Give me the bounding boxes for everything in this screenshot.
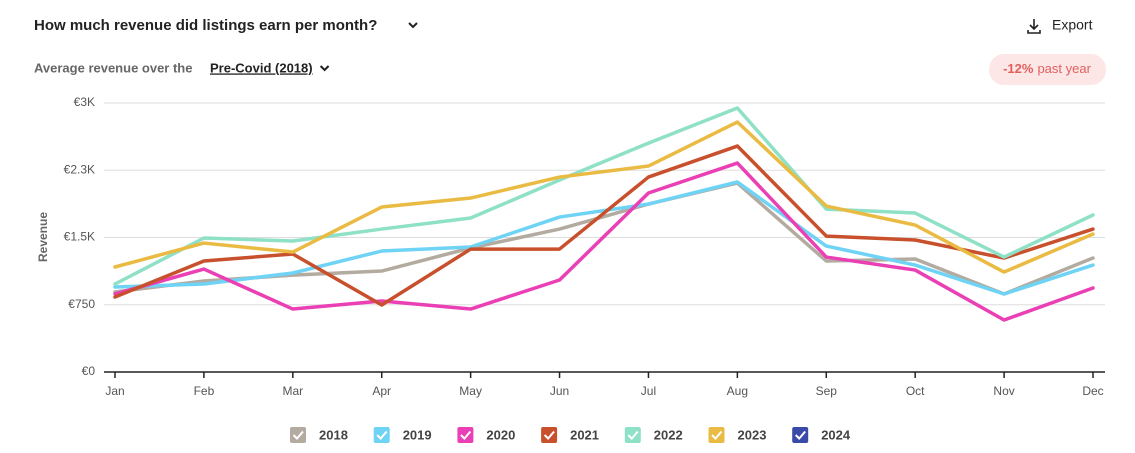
x-tick-label: May bbox=[459, 384, 482, 398]
legend-item[interactable]: 2019 bbox=[373, 427, 432, 443]
baseline-dropdown[interactable] bbox=[319, 65, 330, 72]
x-tick-label: Jul bbox=[641, 384, 656, 398]
x-tick-label: Oct bbox=[906, 384, 925, 398]
legend-checkbox bbox=[457, 427, 474, 443]
subtitle: Average revenue over the bbox=[34, 60, 192, 75]
legend-checkbox bbox=[792, 427, 809, 443]
x-tick-label: Sep bbox=[816, 384, 838, 398]
legend-checkbox bbox=[624, 427, 641, 443]
y-tick-label: €3K bbox=[74, 95, 95, 109]
legend-checkbox bbox=[541, 427, 558, 443]
change-period: past year bbox=[1037, 61, 1091, 76]
legend-item[interactable]: 2020 bbox=[457, 427, 515, 443]
x-tick-label: Mar bbox=[282, 384, 303, 398]
y-tick-label: €2.3K bbox=[64, 162, 95, 176]
y-tick-label: €750 bbox=[68, 297, 95, 311]
change-text: -12% past year bbox=[1003, 61, 1092, 76]
legend-item[interactable]: 2022 bbox=[624, 427, 683, 443]
series-line bbox=[113, 106, 1095, 286]
x-tick-label: Aug bbox=[727, 384, 748, 398]
x-tick-label: Dec bbox=[1082, 384, 1103, 398]
chart-title: How much revenue did listings earn per m… bbox=[34, 17, 377, 34]
x-tick-label: Feb bbox=[194, 384, 215, 398]
y-tick-label: €1.5K bbox=[64, 230, 95, 244]
export-button[interactable]: Export bbox=[1027, 17, 1093, 34]
y-tick-label: €0 bbox=[82, 364, 96, 378]
legend-check bbox=[794, 430, 806, 440]
x-tick-label: Apr bbox=[372, 384, 391, 398]
legend-label: 2021 bbox=[570, 427, 599, 442]
legend-label: 2022 bbox=[654, 427, 683, 442]
change-value: -12% bbox=[1003, 61, 1034, 76]
legend-label: 2018 bbox=[319, 427, 348, 442]
y-axis-label: Revenue bbox=[36, 212, 50, 262]
legend-check bbox=[711, 430, 723, 440]
legend-check bbox=[376, 430, 388, 440]
x-tick-label: Jan bbox=[105, 384, 124, 398]
series-line bbox=[113, 144, 1095, 307]
x-tick-label: Jun bbox=[550, 384, 569, 398]
series-line bbox=[113, 120, 1095, 274]
change-pill bbox=[989, 54, 1106, 85]
legend-label: 2023 bbox=[738, 427, 767, 442]
series-line bbox=[113, 180, 1095, 296]
legend-item[interactable]: 2018 bbox=[290, 427, 348, 443]
baseline-selector[interactable]: Pre-Covid (2018) bbox=[210, 60, 313, 75]
legend-label: 2020 bbox=[486, 427, 515, 442]
legend-check bbox=[543, 430, 555, 440]
legend-check bbox=[627, 430, 639, 440]
legend-checkbox bbox=[373, 427, 390, 443]
legend-check bbox=[460, 430, 472, 440]
legend-checkbox bbox=[708, 427, 725, 443]
x-tick-label: Nov bbox=[993, 384, 1014, 398]
legend-checkbox bbox=[290, 427, 306, 443]
title-dropdown[interactable] bbox=[408, 22, 418, 29]
legend-label: 2019 bbox=[403, 427, 432, 442]
export-label[interactable]: Export bbox=[1052, 17, 1093, 33]
legend-item[interactable]: 2021 bbox=[541, 427, 599, 443]
export-icon bbox=[1027, 19, 1041, 34]
legend-check bbox=[292, 430, 304, 440]
legend-item[interactable]: 2023 bbox=[708, 427, 767, 443]
legend-label: 2024 bbox=[821, 427, 851, 442]
series-line bbox=[113, 161, 1095, 322]
legend-item[interactable]: 2024 bbox=[792, 427, 851, 443]
